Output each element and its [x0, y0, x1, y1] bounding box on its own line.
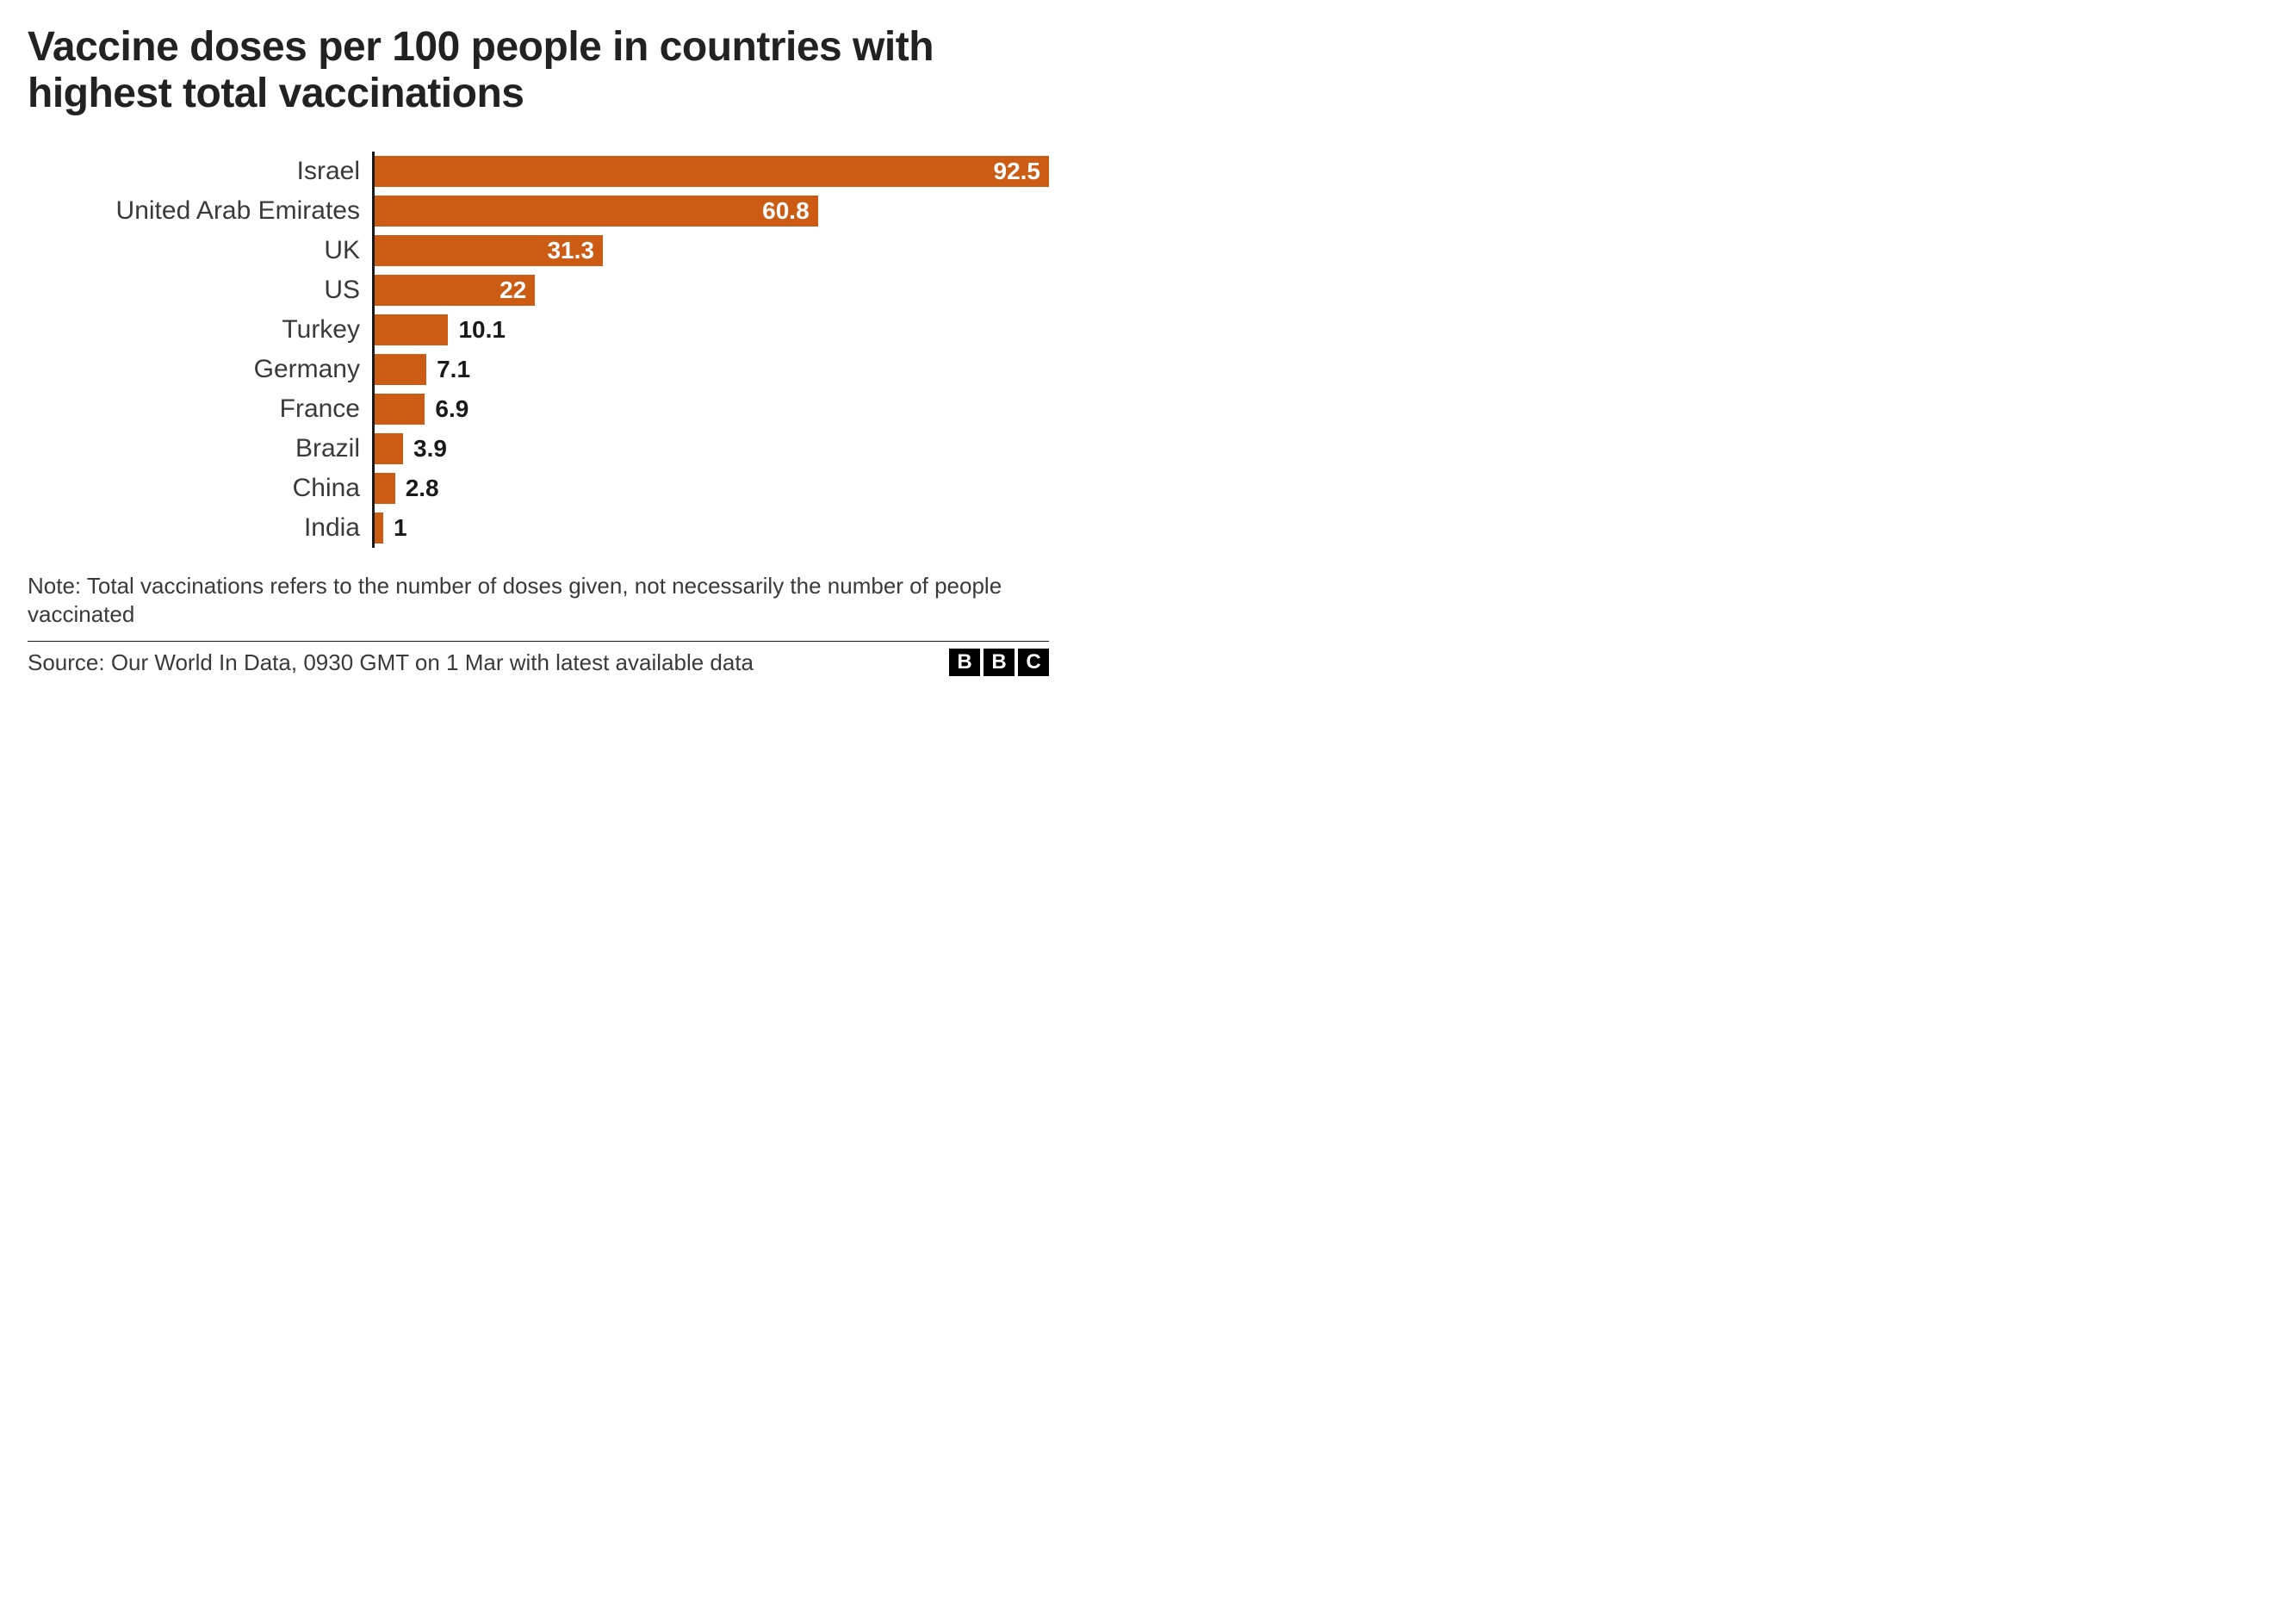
- chart-card: Vaccine doses per 100 people in countrie…: [0, 0, 1077, 693]
- bar-area: 92.5: [375, 152, 1049, 191]
- bar-row: India 1: [28, 508, 1049, 548]
- bar: 60.8: [375, 196, 818, 227]
- category-label: Israel: [28, 157, 372, 186]
- bar: 92.5: [375, 156, 1049, 187]
- bar-chart: Israel 92.5 United Arab Emirates 60.8 UK 31.3…: [28, 152, 1049, 548]
- bbc-logo-block: B: [984, 649, 1015, 676]
- value-label: 60.8: [762, 197, 810, 225]
- bar-area: 10.1: [375, 310, 1049, 350]
- value-label: 10.1: [458, 316, 506, 344]
- category-label: France: [28, 394, 372, 424]
- bar-row: Brazil 3.9: [28, 429, 1049, 469]
- bar-area: 31.3: [375, 231, 1049, 270]
- bar-area: 7.1: [375, 350, 1049, 389]
- bar-row: China 2.8: [28, 469, 1049, 508]
- bar: [375, 394, 425, 425]
- bar: [375, 473, 395, 504]
- bar: [375, 354, 426, 385]
- bar: [375, 433, 403, 464]
- bar-row: UK 31.3: [28, 231, 1049, 270]
- chart-title: Vaccine doses per 100 people in countrie…: [28, 24, 1049, 117]
- category-label: Turkey: [28, 315, 372, 345]
- value-label: 22: [500, 276, 526, 304]
- category-label: UK: [28, 236, 372, 265]
- footer-divider: [28, 641, 1049, 642]
- category-label: China: [28, 474, 372, 503]
- category-label: US: [28, 276, 372, 305]
- bar: 22: [375, 275, 535, 306]
- bbc-logo: BBC: [949, 649, 1049, 676]
- value-label: 1: [394, 514, 407, 542]
- value-label: 92.5: [994, 158, 1041, 185]
- bar-area: 2.8: [375, 469, 1049, 508]
- bar-area: 60.8: [375, 191, 1049, 231]
- value-label: 31.3: [547, 237, 594, 264]
- bar-area: 1: [375, 508, 1049, 548]
- bar: 31.3: [375, 235, 603, 266]
- bar-row: United Arab Emirates 60.8: [28, 191, 1049, 231]
- bbc-logo-block: B: [949, 649, 980, 676]
- bar-row: US 22: [28, 270, 1049, 310]
- bar: [375, 314, 448, 345]
- category-label: Germany: [28, 355, 372, 384]
- chart-note: Note: Total vaccinations refers to the n…: [28, 572, 1049, 630]
- category-label: India: [28, 513, 372, 543]
- bar-area: 22: [375, 270, 1049, 310]
- bar-area: 6.9: [375, 389, 1049, 429]
- bbc-logo-block: C: [1018, 649, 1049, 676]
- value-label: 3.9: [413, 435, 447, 463]
- bar-row: Turkey 10.1: [28, 310, 1049, 350]
- source-text: Source: Our World In Data, 0930 GMT on 1…: [28, 649, 754, 676]
- bar-row: Germany 7.1: [28, 350, 1049, 389]
- bar-row: France 6.9: [28, 389, 1049, 429]
- bar-area: 3.9: [375, 429, 1049, 469]
- bar-row: Israel 92.5: [28, 152, 1049, 191]
- bar: [375, 512, 383, 544]
- category-label: United Arab Emirates: [28, 196, 372, 226]
- category-label: Brazil: [28, 434, 372, 463]
- value-label: 2.8: [406, 475, 439, 502]
- value-label: 7.1: [437, 356, 470, 383]
- chart-footer: Source: Our World In Data, 0930 GMT on 1…: [28, 649, 1049, 683]
- value-label: 6.9: [435, 395, 469, 423]
